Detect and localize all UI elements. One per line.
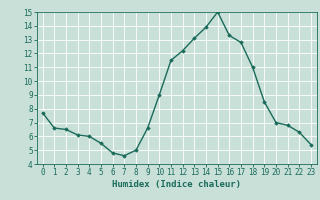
X-axis label: Humidex (Indice chaleur): Humidex (Indice chaleur) — [112, 180, 241, 189]
